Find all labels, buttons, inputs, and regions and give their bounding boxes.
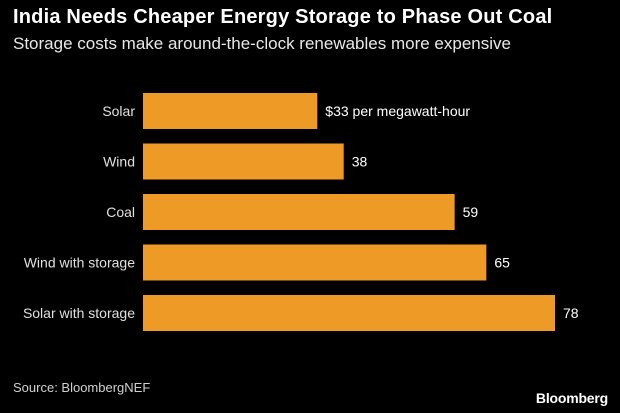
value-label: $33 per megawatt-hour bbox=[325, 103, 470, 119]
value-label: 65 bbox=[494, 255, 510, 271]
value-label: 78 bbox=[563, 305, 579, 321]
bloomberg-logo: Bloomberg bbox=[535, 390, 608, 406]
source-note: Source: BloombergNEF bbox=[13, 380, 151, 395]
bar bbox=[143, 93, 318, 129]
value-label: 59 bbox=[463, 204, 479, 220]
bar bbox=[143, 194, 455, 230]
category-label: Coal bbox=[106, 204, 135, 220]
bar bbox=[143, 244, 487, 281]
category-label: Solar bbox=[102, 103, 135, 119]
bar bbox=[143, 295, 555, 331]
chart-title: India Needs Cheaper Energy Storage to Ph… bbox=[13, 6, 553, 28]
chart-subtitle: Storage costs make around-the-clock rene… bbox=[13, 34, 511, 53]
value-label: 38 bbox=[352, 154, 368, 170]
category-label: Wind bbox=[103, 154, 135, 170]
category-label: Wind with storage bbox=[24, 255, 135, 271]
category-label: Solar with storage bbox=[23, 305, 135, 321]
bar bbox=[143, 143, 344, 180]
